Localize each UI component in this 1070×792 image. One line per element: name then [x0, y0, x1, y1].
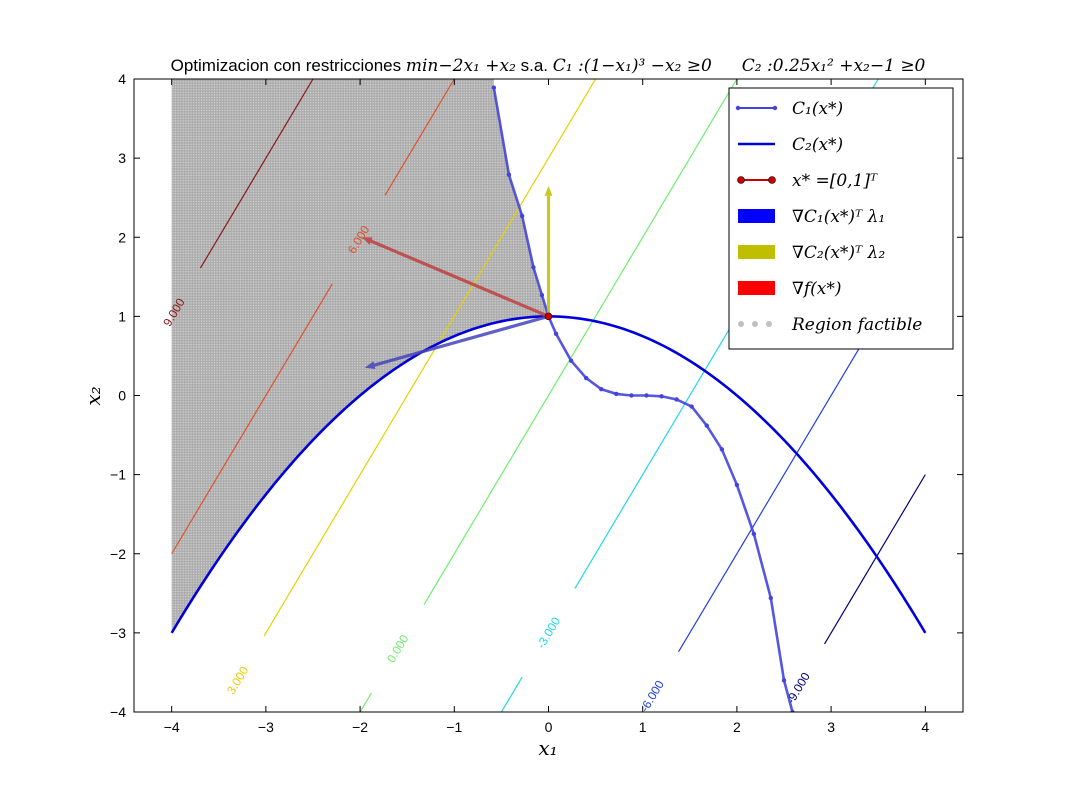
curve-c1-point: [553, 331, 559, 336]
legend-label: ∇C₁(x*)ᵀ λ₁: [792, 207, 885, 227]
y-axis-label: x₂: [81, 386, 105, 405]
y-tick-label: −3: [110, 625, 126, 641]
title-sa: s.a.: [516, 56, 553, 75]
gradient-arrow-head: [364, 361, 376, 369]
gradient-arrow: [370, 239, 550, 318]
y-tick-label: 0: [118, 388, 126, 404]
y-tick-label: −4: [110, 704, 126, 720]
contour-line: [824, 474, 926, 645]
x-axis-label: x₁: [538, 736, 557, 760]
contour-line: [423, 79, 738, 605]
legend-swatch: [738, 281, 775, 295]
legend-swatch: [738, 321, 744, 327]
curve-c1-point: [629, 393, 634, 398]
contour-line: [263, 79, 597, 637]
curve-c1-point: [614, 391, 619, 397]
curve-c1-point: [790, 709, 795, 712]
x-tick-label: −1: [446, 719, 462, 735]
x-tick-label: −2: [352, 719, 368, 735]
curve-c1-point: [599, 386, 604, 392]
x-tick-label: 1: [639, 719, 647, 735]
curve-c1-point: [704, 423, 709, 428]
curve-c1-point: [751, 531, 757, 537]
curve-c1-point: [583, 375, 589, 381]
x-tick-label: 3: [827, 719, 835, 735]
contour-line: [199, 79, 314, 269]
legend-marker: [768, 176, 776, 184]
title-objective: min−2x₁ +x₂: [406, 56, 516, 76]
curve-c1-point: [506, 172, 512, 177]
legend-swatch: [738, 245, 775, 259]
gradient-arrow-head: [361, 237, 373, 245]
legend-label: C₂(x*): [792, 135, 843, 155]
optimum-point: [544, 312, 553, 321]
x-tick-label: −3: [258, 719, 274, 735]
x-tick-label: −4: [164, 719, 180, 735]
curve-c1-point: [568, 358, 574, 363]
curve-c1-point: [781, 678, 787, 683]
curve-c1-point: [519, 213, 525, 219]
gradient-arrow: [373, 314, 549, 367]
gradient-arrow-head: [544, 185, 553, 196]
title-c1: C₁ :(1−x₁)³ −x₂ ≥0: [553, 56, 712, 76]
curve-c1-point: [644, 393, 649, 398]
y-tick-label: 1: [118, 308, 126, 324]
legend-swatch: [738, 209, 775, 223]
legend-swatch: [752, 321, 758, 327]
curve-c1-point: [539, 292, 545, 298]
legend-marker: [737, 176, 745, 184]
legend-marker: [772, 105, 778, 111]
contour-line: [500, 676, 523, 712]
y-tick-label: 4: [118, 71, 126, 87]
curve-c1-point: [674, 397, 679, 402]
curve-c1-point: [491, 85, 497, 90]
legend: C₁(x*) C₂(x*) x* =[0,1]ᵀ ∇C₁(x*)ᵀ λ₁ ∇C₂(x*)…: [728, 87, 954, 350]
title-prefix: Optimizacion con restricciones: [171, 56, 406, 75]
curve-c1-point: [719, 447, 725, 452]
curve-c1-point: [734, 482, 740, 488]
y-tick-label: −2: [110, 546, 126, 562]
legend-label: x* =[0,1]ᵀ: [792, 171, 878, 191]
legend-label: ∇C₂(x*)ᵀ λ₂: [792, 243, 885, 263]
y-tick-label: −1: [110, 467, 126, 483]
legend-label: C₁(x*): [792, 99, 843, 119]
chart-title: Optimizacion con restricciones min−2x₁ +…: [171, 56, 926, 76]
curve-c1-point: [768, 595, 774, 601]
curve-c1-point: [531, 265, 536, 270]
x-tick-label: 4: [921, 719, 929, 735]
curve-c1-point: [689, 404, 694, 409]
title-c2: C₂ :0.25x₁² +x₂−1 ≥0: [742, 56, 926, 76]
legend-label: ∇f(x*): [792, 279, 842, 299]
contour-line: [384, 79, 455, 196]
x-tick-label: 0: [545, 719, 553, 735]
legend-marker: [735, 105, 741, 111]
y-tick-label: 3: [118, 150, 126, 166]
y-tick-label: 2: [118, 229, 126, 245]
legend-swatch: [766, 321, 772, 327]
curve-c1-point: [659, 394, 664, 399]
x-tick-label: 2: [733, 719, 741, 735]
contour-line: [171, 283, 333, 555]
legend-label: Region factible: [791, 315, 922, 335]
contour-line: [359, 692, 372, 712]
